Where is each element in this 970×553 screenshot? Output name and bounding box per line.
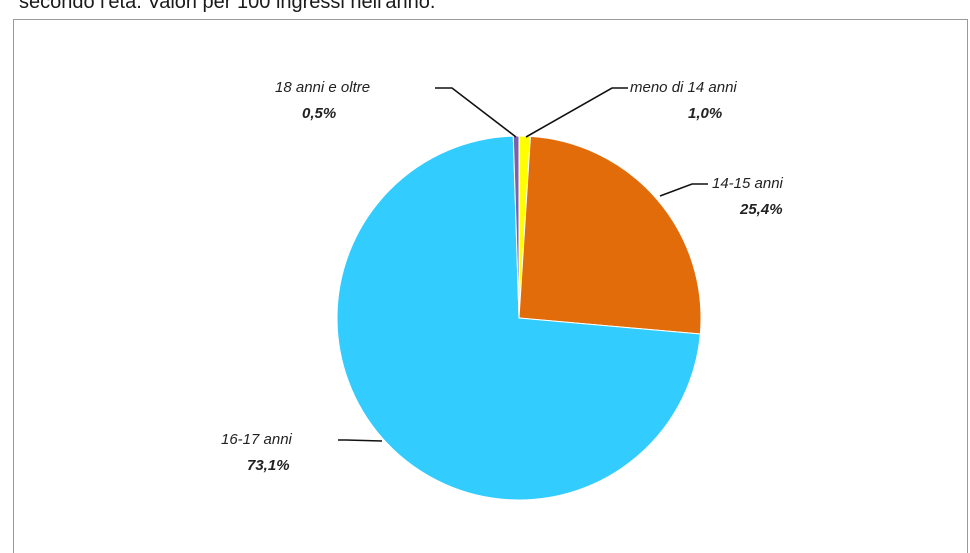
slice-label-16-17-anni: 16-17 anni [221, 431, 293, 448]
pie-slice-14-15-anni [518, 135, 702, 335]
slice-value-14-15-anni: 25,4% [739, 201, 783, 218]
slice-value-meno-di-14-anni: 1,0% [688, 105, 722, 122]
pie-slice-16-17-anni [336, 135, 701, 501]
slice-value-18-anni-e-oltre: 0,5% [302, 105, 336, 122]
slice-label-meno-di-14-anni: meno di 14 anni [630, 79, 737, 96]
slice-label-14-15-anni: 14-15 anni [712, 175, 784, 192]
leader-line-16-17-anni [338, 439, 383, 442]
pie-slice-18-anni-e-oltre [512, 135, 520, 319]
slice-value-16-17-anni: 73,1% [247, 457, 290, 474]
leader-line-14-15-anni [659, 183, 708, 197]
leader-line-18-anni-e-oltre [435, 87, 517, 138]
chart-caption: secondo l'età. Valori per 100 ingressi n… [19, 0, 436, 13]
leader-line-meno-di-14-anni [525, 87, 628, 138]
slice-label-18-anni-e-oltre: 18 anni e oltre [275, 79, 370, 96]
